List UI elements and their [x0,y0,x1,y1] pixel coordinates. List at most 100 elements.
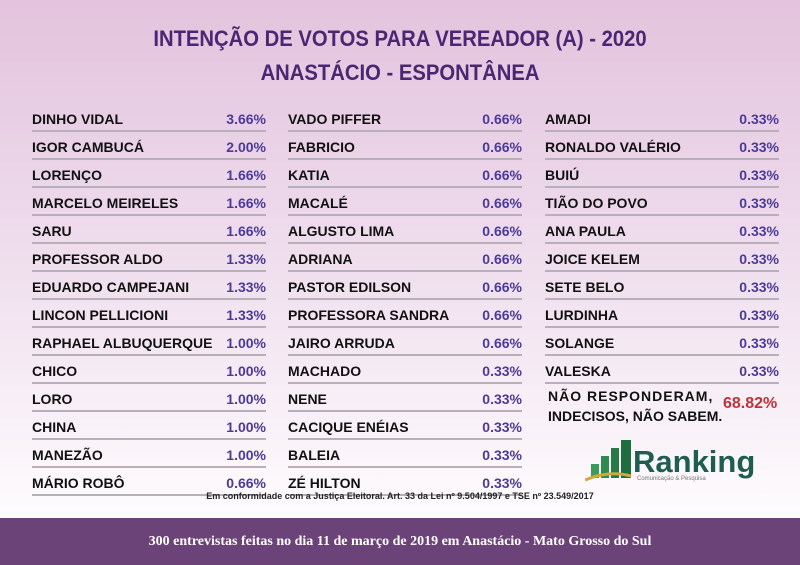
candidate-percent: 0.33% [739,251,779,267]
candidate-percent: 1.00% [226,363,266,379]
candidate-percent: 0.66% [482,139,522,155]
candidate-percent: 1.33% [226,279,266,295]
candidate-row: SETE BELO 0.33% [545,272,779,300]
candidate-percent: 0.66% [482,167,522,183]
candidate-name: SARU [32,223,72,239]
candidate-percent: 1.66% [226,195,266,211]
candidate-name: MARCELO MEIRELES [32,195,179,211]
candidate-row: MACHADO 0.33% [288,356,522,384]
candidate-name: LORENÇO [32,167,102,183]
candidate-percent: 0.33% [739,363,779,379]
candidate-name: ANA PAULA [545,223,626,239]
candidate-name: MÁRIO ROBÔ [32,475,125,491]
candidate-percent: 0.33% [739,139,779,155]
candidate-percent: 1.00% [226,447,266,463]
candidate-name: LINCON PELLICIONI [32,307,169,323]
candidate-row: ALGUSTO LIMA 0.66% [288,216,522,244]
candidate-name: JOICE KELEM [545,251,640,267]
candidate-row: LINCON PELLICIONI 1.33% [32,300,266,328]
no-answer-percent: 68.82% [723,395,778,412]
candidate-name: VADO PIFFER [288,111,382,127]
candidate-row: DINHO VIDAL 3.66% [32,104,266,132]
candidate-name: RONALDO VALÉRIO [545,139,681,155]
candidate-percent: 0.33% [739,167,779,183]
candidate-row: BUIÚ 0.33% [545,160,779,188]
candidate-row: CHINA 1.00% [32,412,266,440]
candidate-name: ZÉ HILTON [288,475,361,491]
logo-name: Ranking [633,444,756,479]
candidate-row: MANEZÃO 1.00% [32,440,266,468]
candidate-percent: 0.33% [739,195,779,211]
candidate-row: PROFESSORA SANDRA 0.66% [288,300,522,328]
candidate-name: RAPHAEL ALBUQUERQUE [32,335,213,351]
candidate-percent: 0.33% [482,447,522,463]
candidate-percent: 0.33% [482,391,522,407]
candidate-row: JAIRO ARRUDA 0.66% [288,328,522,356]
candidate-name: LORO [32,391,73,407]
candidate-name: CHICO [32,363,78,379]
candidate-row: PASTOR EDILSON 0.66% [288,272,522,300]
candidate-percent: 0.66% [482,223,522,239]
candidate-percent: 1.00% [226,335,266,351]
candidate-row: MÁRIO ROBÔ 0.66% [32,468,266,496]
candidate-percent: 0.66% [482,279,522,295]
candidate-name: MACHADO [288,363,362,379]
candidate-row: VALESKA 0.33% [545,356,779,384]
candidate-name: NENE [288,391,327,407]
candidate-name: LURDINHA [545,307,619,323]
candidate-name: ADRIANA [288,251,353,267]
candidate-row: LORENÇO 1.66% [32,160,266,188]
candidate-name: VALESKA [545,363,611,379]
candidate-name: SOLANGE [545,335,615,351]
candidate-percent: 1.33% [226,307,266,323]
candidate-name: SETE BELO [545,279,625,295]
candidate-name: KATIA [288,167,330,183]
candidate-row: ANA PAULA 0.33% [545,216,779,244]
candidate-name: BUIÚ [545,167,580,183]
candidate-row: FABRICIO 0.66% [288,132,522,160]
candidate-percent: 0.33% [482,419,522,435]
candidate-name: FABRICIO [288,139,355,155]
candidate-name: MANEZÃO [32,447,103,463]
candidate-row: MACALÉ 0.66% [288,188,522,216]
candidate-percent: 0.66% [482,251,522,267]
candidate-row: RAPHAEL ALBUQUERQUE 1.00% [32,328,266,356]
candidate-row: CACIQUE ENÉIAS 0.33% [288,412,522,440]
candidate-name: PROFESSOR ALDO [32,251,163,267]
no-answer-label: NÃO RESPONDERAM, INDECISOS, NÃO SABEM. [548,386,722,426]
results-column-2: VADO PIFFER 0.66% FABRICIO 0.66% KATIA 0.66% M… [288,104,522,496]
candidate-name: PASTOR EDILSON [288,279,412,295]
candidate-percent: 0.33% [482,363,522,379]
candidate-percent: 0.66% [482,195,522,211]
candidate-percent: 0.66% [482,307,522,323]
candidate-row: LURDINHA 0.33% [545,300,779,328]
candidate-name: CACIQUE ENÉIAS [288,419,409,435]
ranking-logo: Ranking Comunicação & Pesquisa [585,440,755,482]
logo-tagline: Comunicação & Pesquisa [637,476,706,482]
candidate-row: ZÉ HILTON 0.33% [288,468,522,496]
no-answer-line1: NÃO RESPONDERAM, [548,388,714,404]
candidate-row: JOICE KELEM 0.33% [545,244,779,272]
candidate-percent: 0.33% [739,223,779,239]
results-column-1: DINHO VIDAL 3.66% IGOR CAMBUCÁ 2.00% LORENÇO… [32,104,266,496]
candidate-name: EDUARDO CAMPEJANI [32,279,190,295]
candidate-percent: 3.66% [226,111,266,127]
candidate-percent: 1.00% [226,419,266,435]
page-subtitle: ANASTÁCIO - ESPONTÂNEA [260,60,540,85]
results-column-3: AMADI 0.33% RONALDO VALÉRIO 0.33% BUIÚ 0.33% T… [545,104,779,384]
legal-notice: Em conformidade com a Justiça Eleitoral.… [206,491,594,501]
candidate-name: BALEIA [288,447,341,463]
candidate-row: TIÃO DO POVO 0.33% [545,188,779,216]
candidate-name: PROFESSORA SANDRA [288,307,450,323]
candidate-name: MACALÉ [288,195,348,211]
page-title: INTENÇÃO DE VOTOS PARA VEREADOR (A) - 20… [153,26,647,51]
candidate-percent: 1.66% [226,167,266,183]
candidate-row: AMADI 0.33% [545,104,779,132]
no-answer-line2: INDECISOS, NÃO SABEM. [548,408,723,424]
candidate-percent: 0.66% [482,111,522,127]
candidate-row: IGOR CAMBUCÁ 2.00% [32,132,266,160]
footer-banner: 300 entrevistas feitas no dia 11 de març… [0,518,800,565]
candidate-row: VADO PIFFER 0.66% [288,104,522,132]
candidate-row: CHICO 1.00% [32,356,266,384]
bar-chart-logo-icon [585,440,632,482]
